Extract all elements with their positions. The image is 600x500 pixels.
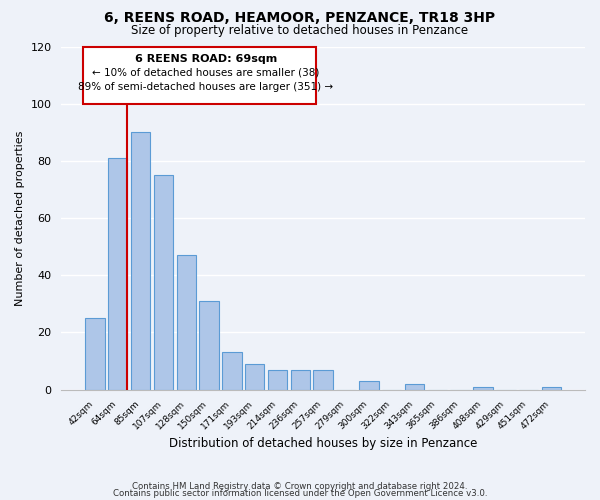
Text: Size of property relative to detached houses in Penzance: Size of property relative to detached ho… (131, 24, 469, 37)
Bar (176, 255, 196, 390)
Bar (473, 387, 493, 390)
Bar (85, 318, 104, 390)
Bar (290, 370, 310, 390)
Bar (108, 158, 127, 390)
Bar (131, 132, 150, 390)
Bar (154, 175, 173, 390)
Text: Contains HM Land Registry data © Crown copyright and database right 2024.: Contains HM Land Registry data © Crown c… (132, 482, 468, 491)
Text: 6, REENS ROAD, HEAMOOR, PENZANCE, TR18 3HP: 6, REENS ROAD, HEAMOOR, PENZANCE, TR18 3… (104, 11, 496, 25)
Bar (83, 46, 316, 104)
Text: 6 REENS ROAD: 69sqm: 6 REENS ROAD: 69sqm (134, 54, 277, 64)
Bar (268, 370, 287, 390)
Text: ← 10% of detached houses are smaller (38): ← 10% of detached houses are smaller (38… (92, 68, 319, 78)
Bar (199, 301, 219, 390)
Bar (359, 381, 379, 390)
Bar (222, 352, 242, 390)
Y-axis label: Number of detached properties: Number of detached properties (15, 130, 25, 306)
Bar (405, 384, 424, 390)
X-axis label: Distribution of detached houses by size in Penzance: Distribution of detached houses by size … (169, 437, 478, 450)
Text: Contains public sector information licensed under the Open Government Licence v3: Contains public sector information licen… (113, 490, 487, 498)
Bar (245, 364, 265, 390)
Bar (542, 387, 561, 390)
Text: 89% of semi-detached houses are larger (351) →: 89% of semi-detached houses are larger (… (78, 82, 333, 92)
Bar (313, 370, 333, 390)
